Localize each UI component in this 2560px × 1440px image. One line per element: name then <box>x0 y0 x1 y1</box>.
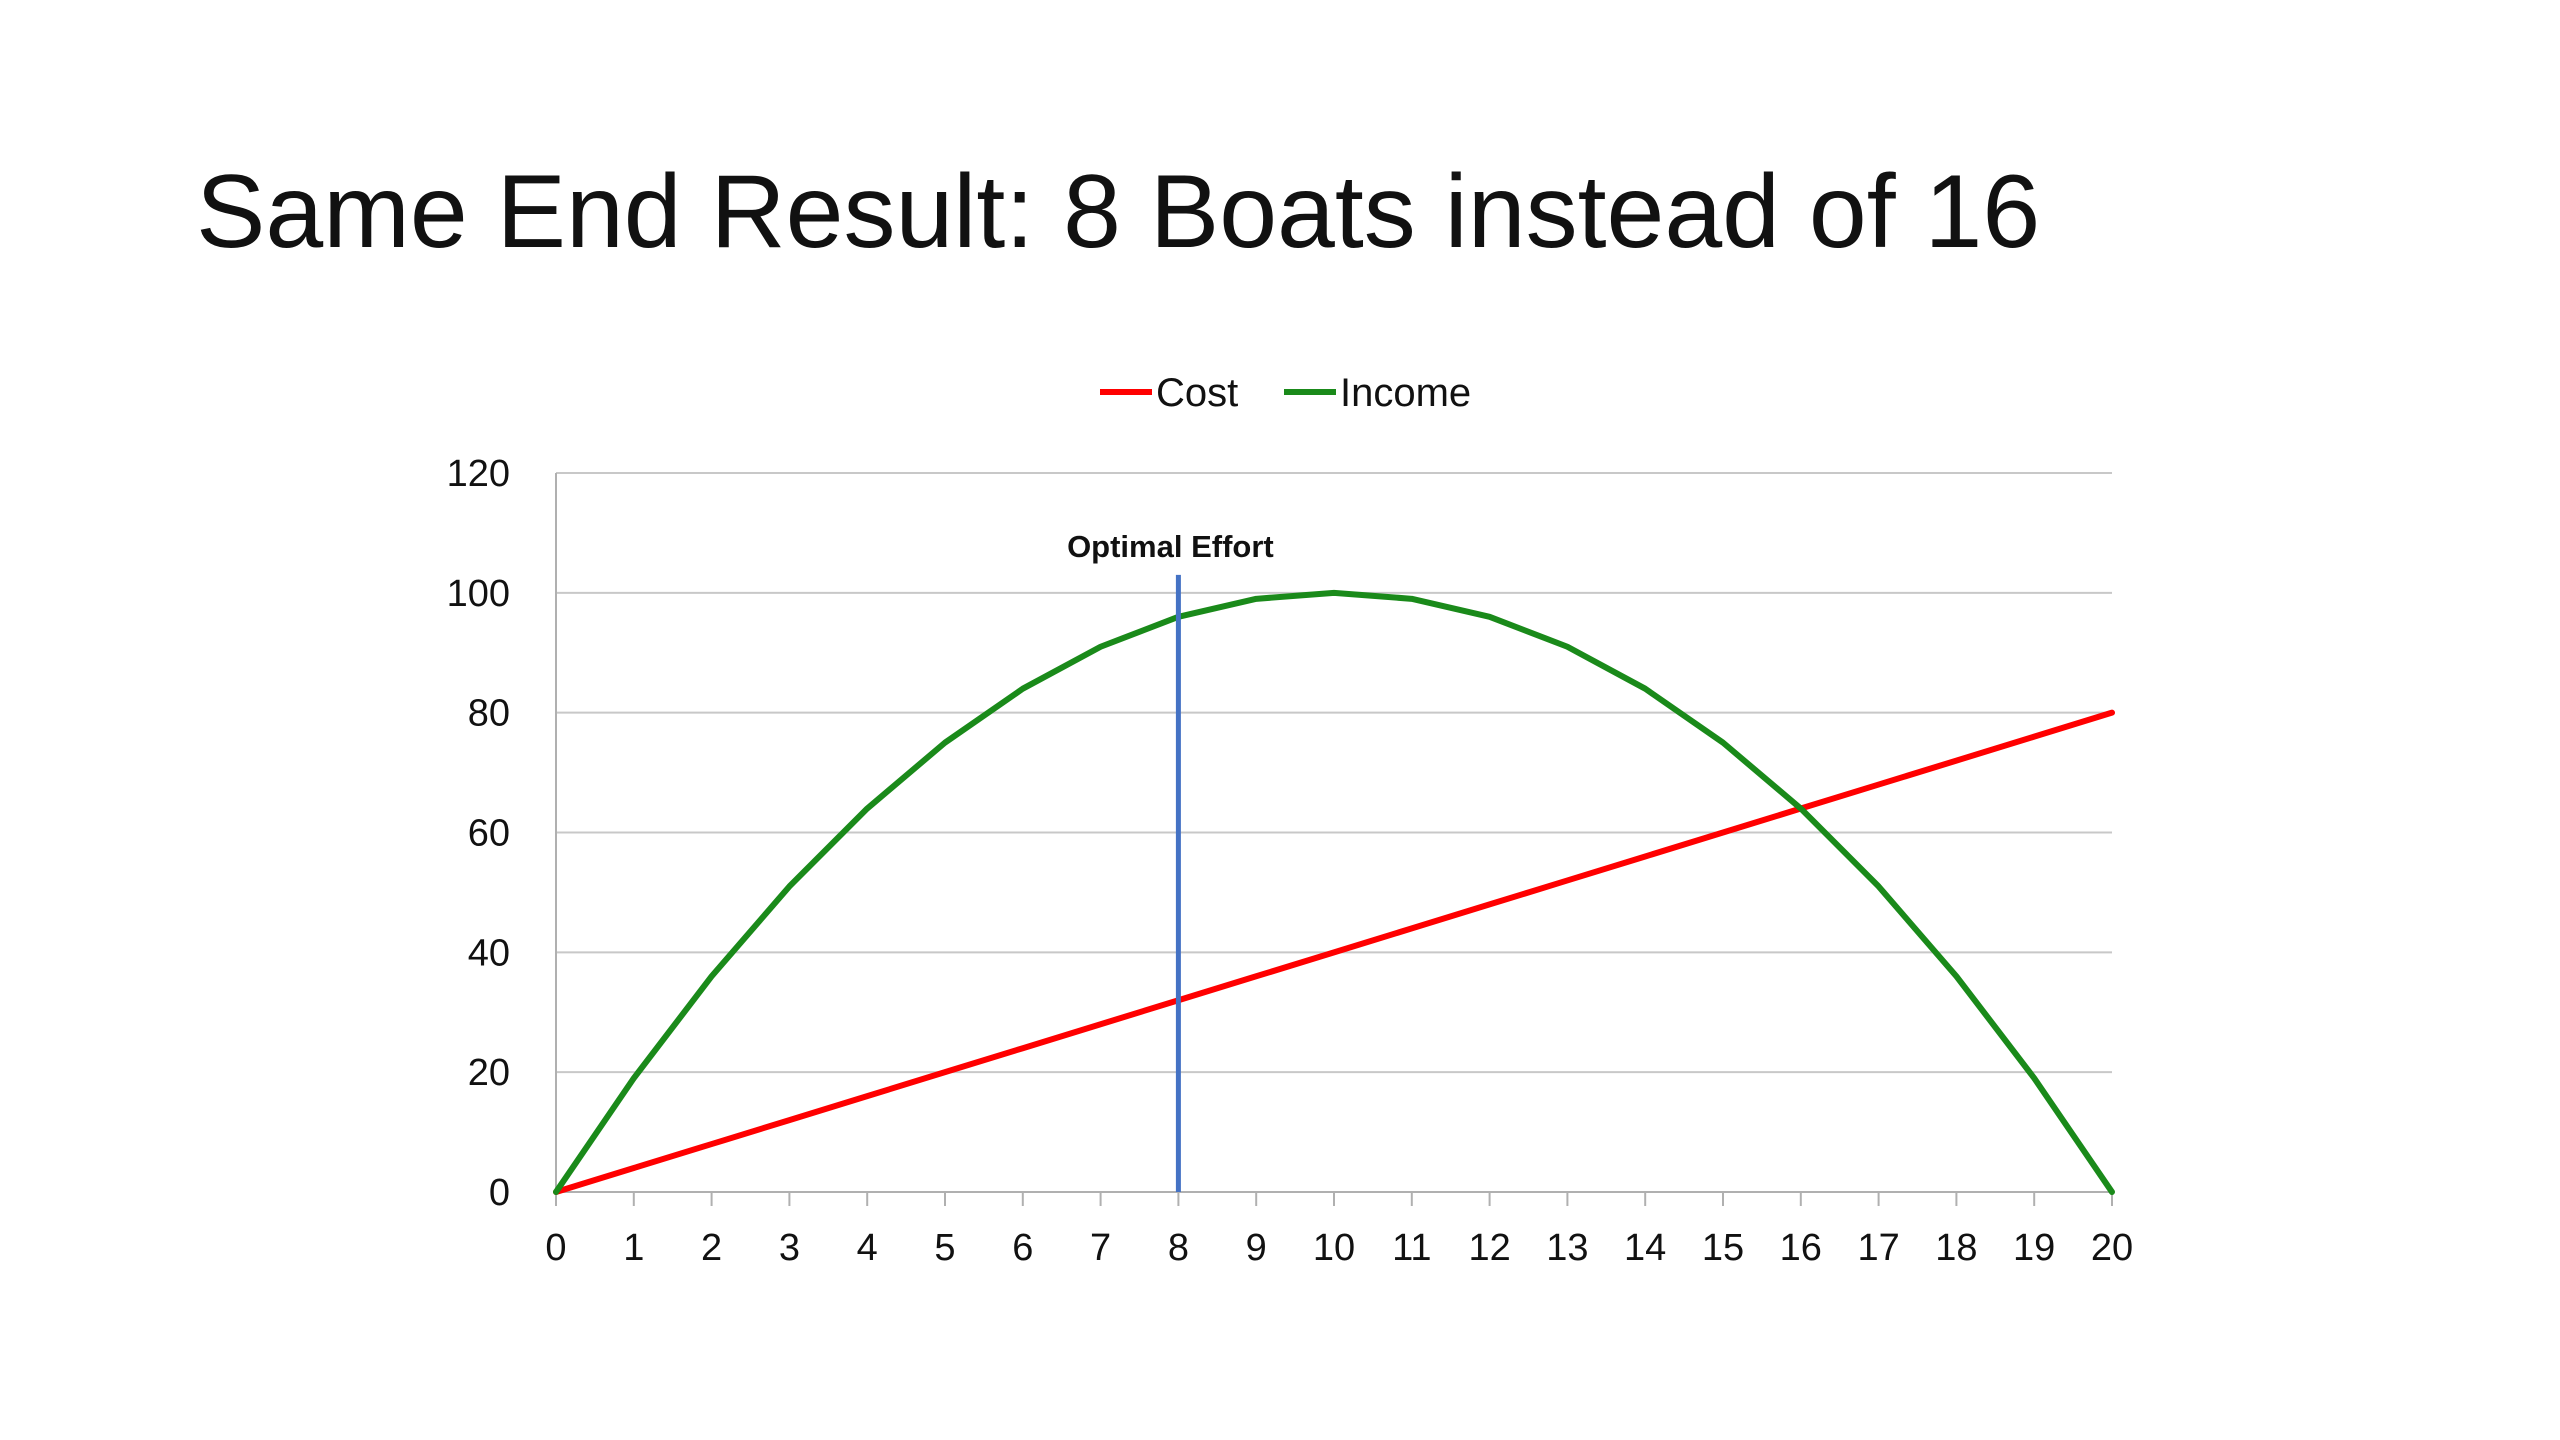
x-tick-label: 17 <box>1857 1227 1899 1269</box>
x-tick-label: 3 <box>779 1227 800 1269</box>
optimal-effort-label: Optimal Effort <box>1067 529 1274 564</box>
x-tick-label: 19 <box>2013 1227 2055 1269</box>
annotations: Optimal Effort <box>1067 529 1274 1192</box>
income-series-line <box>553 589 2115 1195</box>
income-legend-label: Income <box>1340 371 1471 415</box>
slide-title: Same End Result: 8 Boats instead of 16 <box>196 154 2041 270</box>
y-tick-label: 60 <box>468 813 510 855</box>
x-tick-label: 15 <box>1702 1227 1744 1269</box>
x-tick-label: 14 <box>1624 1227 1666 1269</box>
x-tick-label: 6 <box>1012 1227 1033 1269</box>
x-tick-label: 12 <box>1468 1227 1510 1269</box>
legend: Cost Income <box>1100 371 1471 415</box>
x-tick-label: 9 <box>1246 1227 1267 1269</box>
y-tick-label: 80 <box>468 693 510 735</box>
x-tick-label: 11 <box>1392 1227 1431 1269</box>
y-tick-label: 20 <box>468 1052 510 1094</box>
x-tick-label: 16 <box>1780 1227 1822 1269</box>
x-tick-label: 18 <box>1935 1227 1977 1269</box>
series-lines <box>553 589 2115 1195</box>
x-tick-label: 13 <box>1546 1227 1588 1269</box>
x-tick-label: 8 <box>1168 1227 1189 1269</box>
y-tick-label: 40 <box>468 932 510 974</box>
cost-legend-label: Cost <box>1156 371 1238 415</box>
y-tick-label: 120 <box>447 453 510 495</box>
y-tick-label: 0 <box>489 1172 510 1214</box>
x-tick-label: 0 <box>545 1227 566 1269</box>
x-tick-label: 20 <box>2091 1227 2133 1269</box>
x-tick-label: 5 <box>934 1227 955 1269</box>
x-tick-label: 2 <box>701 1227 722 1269</box>
x-tick-label: 4 <box>857 1227 878 1269</box>
x-tick-label: 7 <box>1090 1227 1111 1269</box>
x-tick-label: 1 <box>623 1227 644 1269</box>
x-tick-label: 10 <box>1313 1227 1355 1269</box>
y-tick-label: 100 <box>447 573 510 615</box>
gridlines <box>556 472 2112 1074</box>
